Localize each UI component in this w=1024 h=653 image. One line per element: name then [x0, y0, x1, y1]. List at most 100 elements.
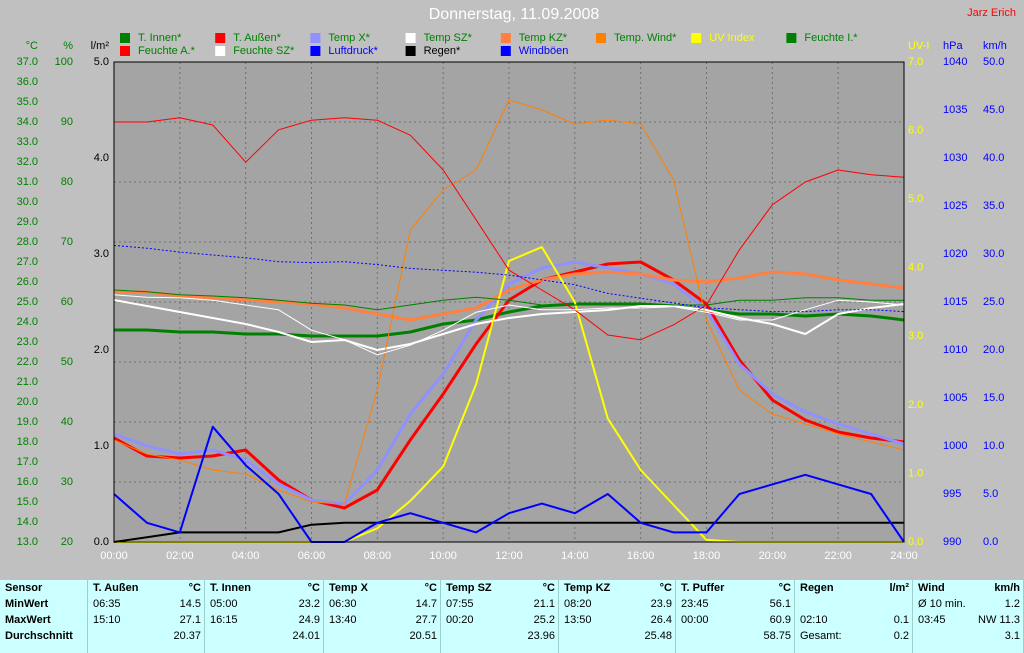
legend-swatch — [310, 46, 321, 56]
y-tick-label: 23.0 — [17, 336, 38, 348]
table-cell: 23:45 56.1 — [681, 596, 791, 612]
x-tick-label: 02:00 — [166, 550, 194, 562]
column-unit: l/m² — [889, 582, 909, 594]
cell-value: 58.75 — [763, 630, 791, 642]
table-cell: 00:20 25.2 — [446, 612, 555, 628]
cell-time: 13:50 — [564, 614, 592, 626]
y-tick-label: 33.0 — [17, 136, 38, 148]
cell-value: 20.37 — [173, 630, 201, 642]
y-tick-label: 1000 — [943, 440, 967, 452]
series-line — [113, 521, 904, 543]
series-line — [113, 425, 905, 543]
y-tick-label: 35.0 — [17, 96, 38, 108]
x-tick-label: 22:00 — [824, 550, 852, 562]
cell-time: 08:20 — [564, 598, 592, 610]
cell-time: 15:10 — [93, 614, 121, 626]
y-tick-label: 22.0 — [17, 356, 38, 368]
y-tick-label: 100 — [55, 56, 73, 68]
table-cell: 08:20 23.9 — [564, 596, 672, 612]
axis-title: % — [63, 40, 73, 52]
column-unit: °C — [307, 582, 320, 594]
cell-time: 00:20 — [446, 614, 474, 626]
legend-swatch — [405, 46, 416, 56]
table-cell: 13:40 27.7 — [329, 612, 437, 628]
column-unit: °C — [778, 582, 791, 594]
x-tick-label: 20:00 — [759, 550, 787, 562]
table-column: Regen l/m² 02:10 0.1 Gesamt: 0.2 — [795, 580, 913, 653]
y-tick-label: 2.0 — [94, 344, 109, 356]
y-tick-label: 70 — [61, 236, 73, 248]
y-tick-label: 1040 — [943, 56, 967, 68]
cell-time: 07:55 — [446, 598, 474, 610]
cell-value: 3.1 — [1004, 630, 1020, 642]
cell-value: NW 11.3 — [978, 614, 1020, 626]
column-name: T. Puffer — [681, 582, 725, 594]
legend-label: T. Außen* — [233, 32, 281, 44]
y-tick-label: 13.0 — [17, 536, 38, 548]
x-tick-label: 24:00 — [890, 550, 918, 562]
legend-label: T. Innen* — [138, 32, 182, 44]
y-tick-label: 18.0 — [17, 436, 38, 448]
row-label-column: Sensor MinWert MaxWert Durchschnitt — [0, 580, 88, 653]
y-tick-label: 50 — [61, 356, 73, 368]
cell-value: 0.1 — [893, 614, 909, 626]
table-cell: Ø 10 min. 1.2 — [918, 596, 1020, 612]
table-cell: 24.01 — [210, 628, 320, 644]
axis-title: hPa — [943, 40, 963, 52]
column-header: Regen l/m² — [800, 580, 909, 596]
legend-label: Feuchte A.* — [138, 45, 196, 57]
cell-value: 25.48 — [644, 630, 672, 642]
legend-label: Windböen — [519, 45, 569, 57]
y-tick-label: 995 — [943, 488, 961, 500]
axis-title: l/m² — [91, 40, 110, 52]
y-tick-label: 17.0 — [17, 456, 38, 468]
y-tick-label: 1005 — [943, 392, 967, 404]
legend-swatch — [215, 46, 226, 56]
table-cell: 23.96 — [446, 628, 555, 644]
cell-time: Gesamt: — [800, 630, 842, 642]
y-tick-label: 20.0 — [983, 344, 1004, 356]
y-tick-label: 20 — [61, 536, 73, 548]
table-cell: 13:50 26.4 — [564, 612, 672, 628]
x-tick-label: 08:00 — [364, 550, 392, 562]
cell-time: 05:00 — [210, 598, 238, 610]
table-cell: 20.51 — [329, 628, 437, 644]
cell-value: 26.4 — [650, 614, 672, 626]
column-name: Temp X — [329, 582, 368, 594]
cell-value: 21.1 — [533, 598, 555, 610]
chart: Donnerstag, 11.09.2008 Jarz Erich °C 13.0… — [17, 6, 1016, 562]
summary-table: Sensor MinWert MaxWert Durchschnitt T. Außen… — [0, 580, 1024, 653]
table-cell: 03:45 NW 11.3 — [918, 612, 1020, 628]
series-line — [113, 244, 905, 313]
column-unit: °C — [424, 582, 437, 594]
cell-value: 23.9 — [650, 598, 672, 610]
y-tick-label: 19.0 — [17, 416, 38, 428]
table-column: Temp KZ °C 08:20 23.9 13:50 26.4 25.48 — [559, 580, 676, 653]
table-cell: 25.48 — [564, 628, 672, 644]
y-tick-label: 5.0 — [983, 488, 998, 500]
column-header: Temp SZ °C — [446, 580, 555, 596]
cell-value: 20.51 — [409, 630, 437, 642]
legend-label: Feuchte SZ* — [233, 45, 295, 57]
legend-swatch — [120, 46, 130, 56]
column-name: Wind — [918, 582, 945, 594]
y-tick-label: 21.0 — [17, 376, 38, 388]
table-column: Temp X °C 06:30 14.7 13:40 27.7 20.51 — [324, 580, 441, 653]
x-tick-label: 18:00 — [693, 550, 721, 562]
y-tick-label: 1020 — [943, 248, 967, 260]
cell-time: 03:45 — [918, 614, 946, 626]
x-tick-label: 16:00 — [627, 550, 655, 562]
x-tick-label: 06:00 — [298, 550, 326, 562]
y-tick-label: 7.0 — [908, 56, 923, 68]
y-tick-label: 990 — [943, 536, 961, 548]
legend-swatch — [786, 33, 797, 43]
legend-swatch — [500, 46, 511, 56]
y-tick-label: 50.0 — [983, 56, 1004, 68]
column-name: T. Innen — [210, 582, 251, 594]
y-tick-label: 1.0 — [908, 467, 923, 479]
y-tick-label: 1010 — [943, 344, 967, 356]
cell-value: 1.2 — [1004, 598, 1020, 610]
column-name: T. Außen — [93, 582, 139, 594]
y-tick-label: 25.0 — [17, 296, 38, 308]
